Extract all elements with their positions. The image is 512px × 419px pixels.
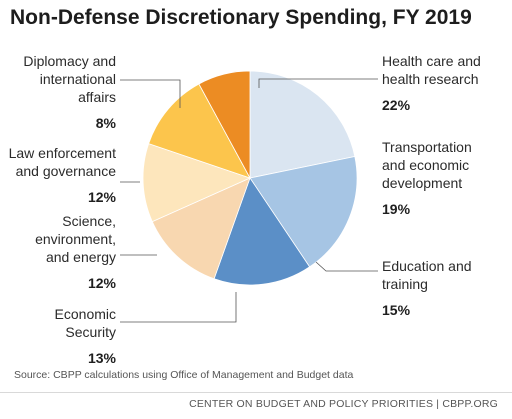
slice-category-label: affairs <box>78 89 116 105</box>
slice-category-label: and governance <box>16 163 117 179</box>
pie-slice <box>198 70 251 179</box>
slice-value-label: 15% <box>382 302 411 318</box>
slice-category-label: Science, <box>62 213 116 229</box>
slice-category-label: health research <box>382 71 479 87</box>
footer-credit: CENTER ON BUDGET AND POLICY PRIORITIES |… <box>189 398 498 410</box>
slice-category-label: training <box>382 276 428 292</box>
slice-category-label: development <box>382 175 462 191</box>
slice-category-label: Security <box>65 324 116 340</box>
leader-line <box>120 79 181 108</box>
slice-value-label: 8% <box>96 115 117 131</box>
pie-slice <box>148 83 251 179</box>
pie-slice <box>151 177 251 280</box>
slice-category-label: Transportation <box>382 139 472 155</box>
slice-value-label: 22% <box>382 97 411 113</box>
slice-category-label: environment, <box>35 231 116 247</box>
pie-slice <box>142 143 252 223</box>
footer-divider <box>0 392 512 393</box>
slice-category-label: and economic <box>382 157 469 173</box>
chart-title: Non-Defense Discretionary Spending, FY 2… <box>10 6 472 29</box>
slice-category-label: and energy <box>46 249 116 265</box>
leader-line <box>315 261 378 272</box>
slice-category-label: Education and <box>382 258 472 274</box>
slice-value-label: 19% <box>382 201 411 217</box>
pie-slices <box>142 70 358 286</box>
slice-category-label: international <box>40 71 116 87</box>
slice-category-label: Law enforcement <box>9 145 117 161</box>
slice-category-label: Economic <box>55 306 116 322</box>
leader-lines <box>120 78 378 323</box>
leader-line <box>120 292 237 323</box>
source-note: Source: CBPP calculations using Office o… <box>14 369 354 381</box>
slice-value-label: 12% <box>88 275 117 291</box>
pie-slice <box>249 156 358 268</box>
slice-value-label: 13% <box>88 350 117 366</box>
slice-category-label: Diplomacy and <box>23 53 116 69</box>
pie-slice <box>249 70 356 179</box>
slice-labels: Health care and health research 22% Transpo… <box>9 53 481 366</box>
slice-value-label: 12% <box>88 189 117 205</box>
leader-line <box>258 78 378 88</box>
slice-category-label: Health care and <box>382 53 481 69</box>
pie-slice <box>213 177 311 286</box>
